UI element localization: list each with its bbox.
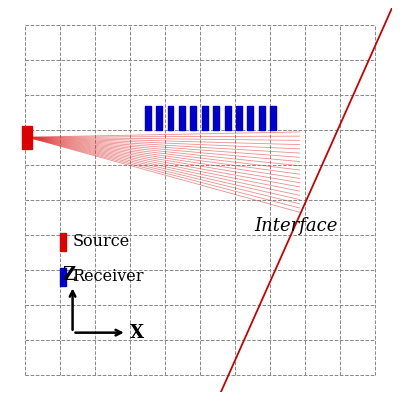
Bar xyxy=(179,106,185,130)
Text: Receiver: Receiver xyxy=(72,268,144,285)
Bar xyxy=(22,126,32,148)
Bar xyxy=(213,106,219,130)
Text: Z: Z xyxy=(63,266,76,284)
Text: X: X xyxy=(130,324,144,342)
Bar xyxy=(168,106,174,130)
Bar xyxy=(259,106,265,130)
Bar xyxy=(248,106,254,130)
Bar xyxy=(270,106,276,130)
Bar xyxy=(145,106,151,130)
Text: Source: Source xyxy=(72,233,130,250)
Text: Interface: Interface xyxy=(254,218,338,236)
Bar xyxy=(156,106,162,130)
Bar xyxy=(225,106,230,130)
Bar xyxy=(60,268,66,286)
Bar xyxy=(60,233,66,251)
Bar xyxy=(202,106,208,130)
Bar xyxy=(190,106,196,130)
Bar xyxy=(236,106,242,130)
